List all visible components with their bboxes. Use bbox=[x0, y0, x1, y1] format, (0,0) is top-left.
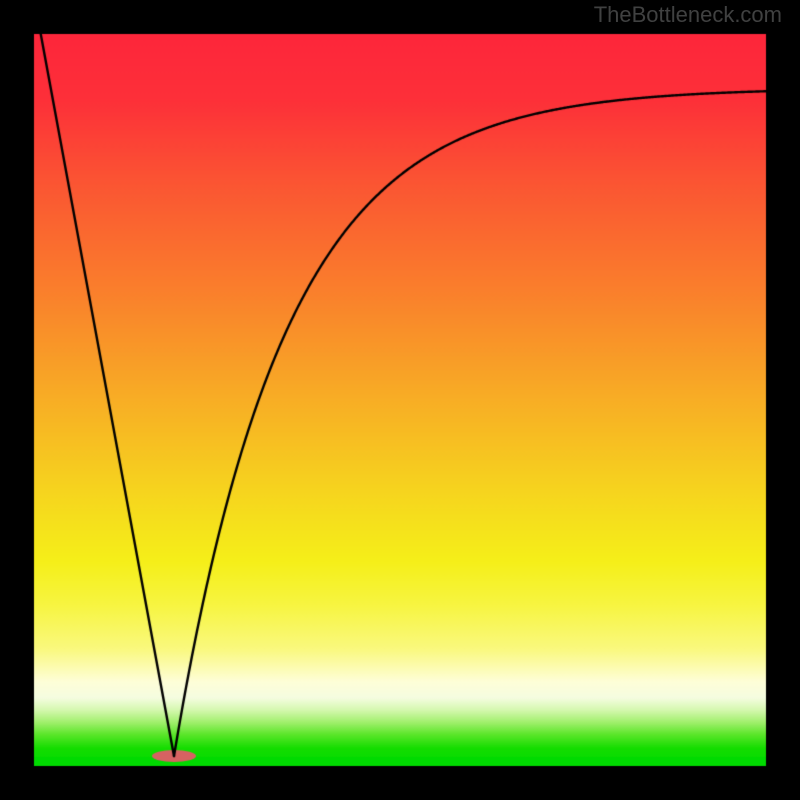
bottleneck-chart-canvas bbox=[0, 0, 800, 800]
chart-container: TheBottleneck.com bbox=[0, 0, 800, 800]
